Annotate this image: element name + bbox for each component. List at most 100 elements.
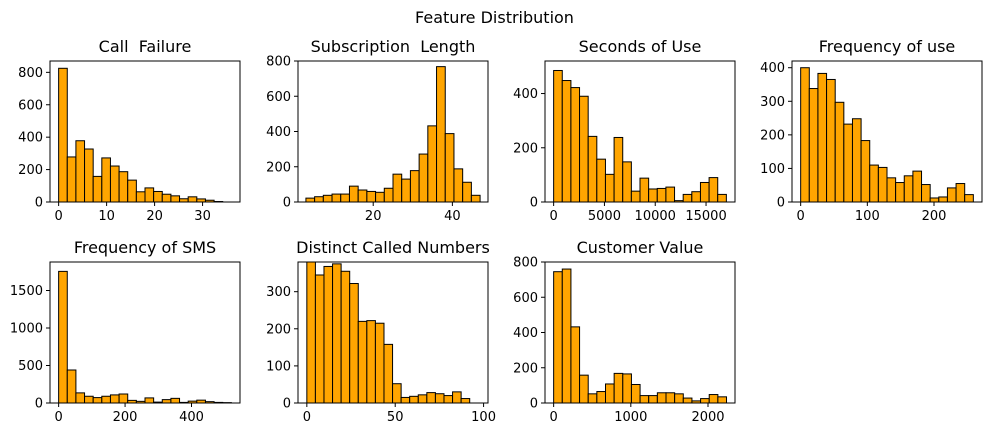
y-tick-label: 200: [513, 141, 538, 156]
histogram-bar: [92, 397, 103, 404]
subplot-6: Customer Value 0 1000 2000 0 200 400 600 800: [513, 238, 736, 425]
histogram-bar: [656, 187, 667, 203]
subplot-2: Seconds of Use 0 5000 10000 15000 0 200 400: [513, 37, 736, 224]
histogram-bar: [144, 397, 155, 404]
y-tick-label: 400: [18, 131, 43, 146]
histogram-bar: [340, 270, 351, 404]
histogram-bar: [417, 394, 428, 404]
subplot-title: Seconds of Use: [579, 37, 702, 56]
y-tick-label: 600: [513, 291, 538, 306]
y-tick-label: 200: [266, 322, 291, 337]
histogram-bar: [375, 191, 385, 203]
histogram-bar: [84, 148, 94, 203]
histogram-bar: [400, 396, 411, 404]
x-tick-label: 200: [113, 410, 138, 425]
histogram-bar: [800, 67, 810, 203]
axes-frame: [49, 60, 241, 203]
axes-frame: [49, 261, 241, 404]
y-tick-label: 800: [18, 66, 43, 81]
x-tick-label: 200: [922, 209, 947, 224]
subplot-0: Call Failure 0 10 20 30 0 200 400 600 800: [18, 37, 241, 224]
x-tick-label: 15000: [685, 209, 726, 224]
x-tick-label: 1000: [614, 410, 647, 425]
histogram-bar: [453, 168, 464, 203]
histogram-bar: [886, 177, 897, 203]
histogram-bar: [826, 78, 836, 203]
histogram-bar: [127, 179, 137, 203]
histogram-bar: [570, 87, 581, 203]
histogram-bar: [92, 175, 103, 203]
x-tick-label: 30: [194, 209, 211, 224]
histogram-bar: [946, 187, 957, 203]
y-tick-label: 300: [266, 285, 291, 300]
histogram-bar: [436, 66, 446, 203]
histogram-bar: [605, 383, 615, 404]
x-tick-label: 0: [797, 209, 805, 224]
histogram-bar: [66, 156, 77, 203]
histogram-bar: [622, 373, 632, 404]
histogram-bar: [674, 393, 684, 404]
histogram-bar: [470, 194, 481, 203]
histogram-bar: [101, 395, 111, 404]
subplot-title: Frequency of use: [819, 37, 956, 56]
axes-frame: [297, 261, 489, 404]
histogram-bar: [418, 153, 429, 203]
x-tick-label: 40: [444, 209, 461, 224]
histogram-bar: [357, 320, 368, 404]
histogram-bar: [109, 165, 120, 203]
histogram-bar: [717, 396, 728, 404]
histogram-bar: [331, 193, 342, 203]
histogram-bar: [348, 185, 359, 203]
histogram-bar: [570, 326, 581, 404]
histogram-bar: [366, 190, 377, 203]
histogram-bar: [622, 161, 632, 203]
histogram-bar: [392, 383, 402, 404]
y-tick-label: 200: [18, 163, 43, 178]
histogram-bar: [75, 392, 86, 404]
subplot-title: Frequency of SMS: [74, 238, 216, 257]
subplot-title: Call Failure: [99, 37, 192, 56]
histogram-bar: [434, 393, 445, 404]
histogram-bar: [877, 166, 888, 203]
histogram-bar: [401, 178, 411, 203]
histogram-bar: [332, 263, 342, 404]
y-tick-label: 1500: [10, 284, 43, 299]
histogram-bar: [306, 261, 316, 404]
histogram-bar: [118, 393, 129, 404]
histogram-bar: [630, 383, 641, 404]
x-tick-label: 0: [54, 209, 62, 224]
histogram-bar: [314, 274, 325, 404]
histogram-bar: [717, 193, 727, 203]
x-tick-label: 0: [303, 410, 311, 425]
x-tick-label: 0: [54, 410, 62, 425]
y-tick-label: 800: [513, 256, 538, 271]
y-tick-label: 600: [266, 90, 291, 105]
histogram-bar: [639, 395, 650, 404]
histogram-bar: [58, 67, 68, 203]
histogram-bar: [656, 392, 667, 404]
histogram-bar: [75, 140, 86, 203]
axes-frame: [544, 60, 736, 203]
histogram-bar: [921, 184, 931, 203]
histogram-bar: [561, 268, 572, 404]
histogram-bar: [834, 101, 845, 203]
y-tick-label: 100: [760, 162, 785, 177]
axes-frame: [791, 60, 983, 203]
y-tick-label: 0: [35, 397, 43, 412]
histogram-bar: [462, 181, 472, 203]
y-tick-label: 800: [266, 55, 291, 70]
histogram-bar: [817, 72, 828, 203]
histogram-bar: [109, 394, 120, 404]
x-tick-label: 10: [98, 209, 115, 224]
histogram-bar: [161, 193, 172, 203]
histogram-bar: [895, 182, 905, 203]
histogram-bar: [452, 391, 462, 404]
y-tick-label: 400: [513, 87, 538, 102]
histogram-bar: [665, 392, 676, 404]
x-tick-label: 100: [471, 410, 496, 425]
y-tick-label: 0: [530, 397, 538, 412]
histogram-bar: [144, 187, 155, 203]
y-tick-label: 400: [266, 125, 291, 140]
